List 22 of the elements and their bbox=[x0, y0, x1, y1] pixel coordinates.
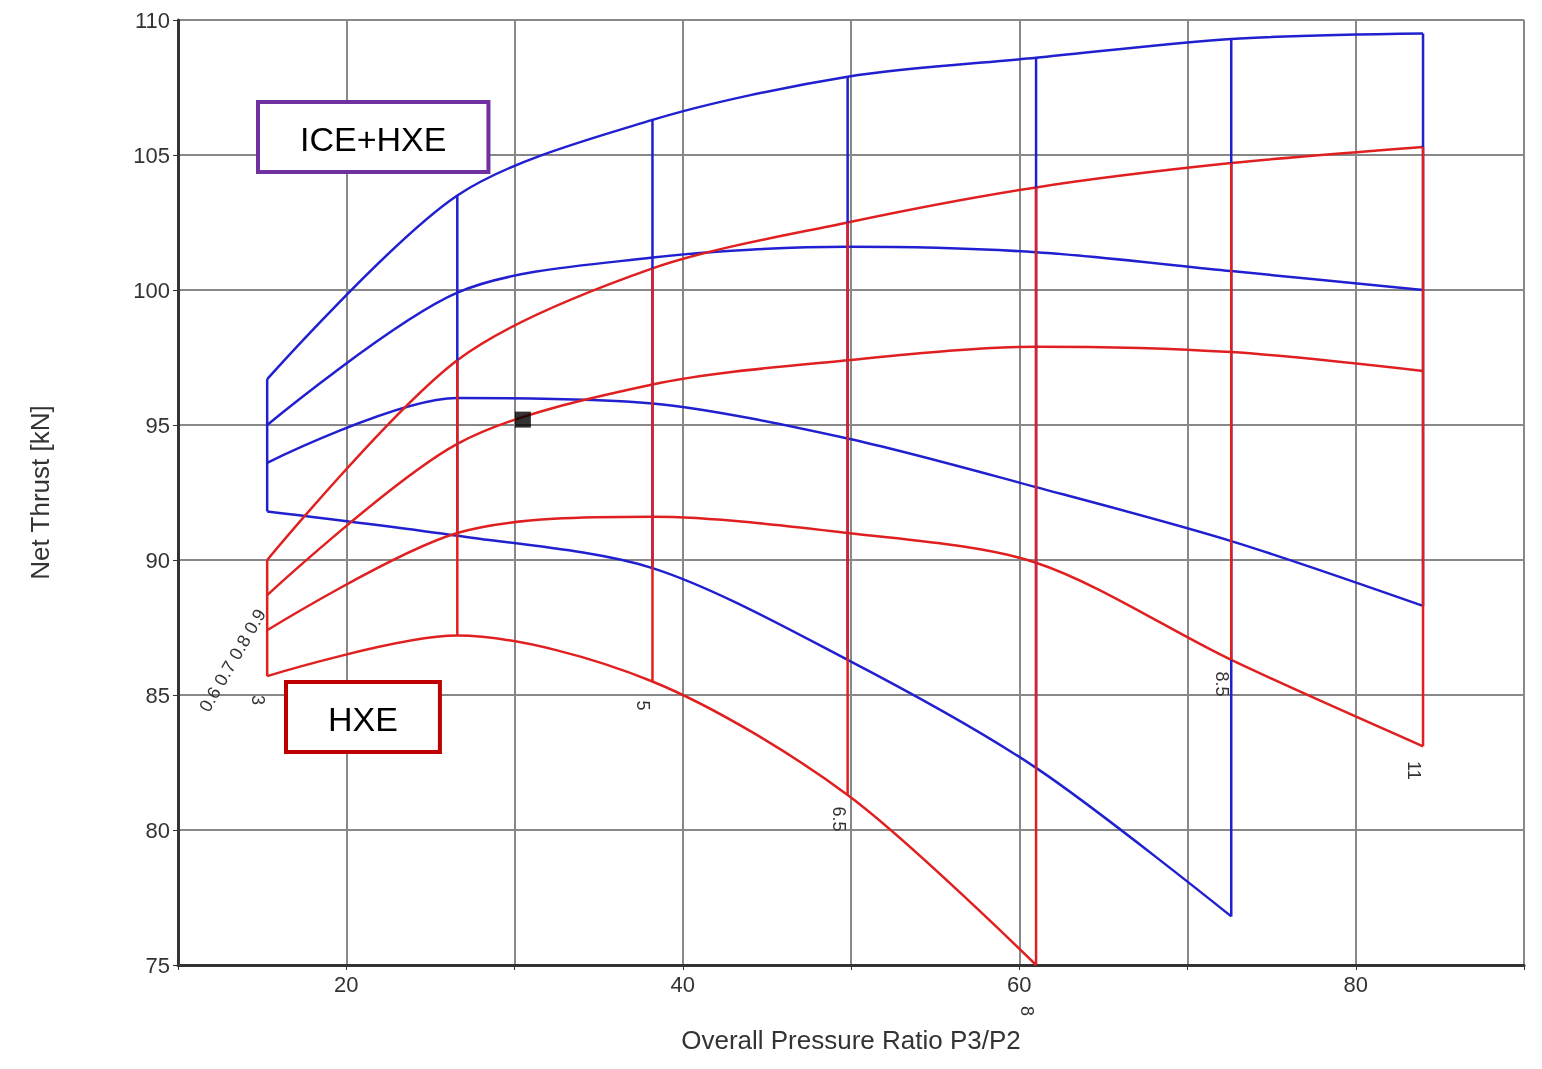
y-tick-label: 95 bbox=[145, 412, 170, 438]
text: 6.5 bbox=[828, 806, 849, 832]
y-tick-label: 85 bbox=[145, 682, 170, 708]
annotation: HXE bbox=[328, 700, 398, 738]
x-tick-label: 20 bbox=[334, 971, 359, 997]
text: 8 bbox=[1017, 1005, 1038, 1017]
x-tick-label: 60 bbox=[1007, 971, 1032, 997]
y-axis-title: Net Thrust [kN] bbox=[25, 405, 55, 580]
y-tick-label: 100 bbox=[133, 277, 170, 303]
text: 11 bbox=[1404, 760, 1425, 780]
y-tick-label: 75 bbox=[145, 952, 170, 978]
y-tick-label: 90 bbox=[145, 547, 170, 573]
x-axis-title: Overall Pressure Ratio P3/P2 bbox=[681, 1025, 1021, 1055]
y-tick-label: 110 bbox=[134, 7, 170, 33]
text: 3 bbox=[248, 695, 269, 706]
text: 8.5 bbox=[1212, 671, 1233, 697]
annotation: ICE+HXE bbox=[300, 120, 447, 158]
y-tick-label: 105 bbox=[133, 142, 170, 168]
text: 5 bbox=[633, 700, 654, 711]
x-tick-label: 80 bbox=[1343, 971, 1368, 997]
x-tick-label: 40 bbox=[670, 971, 695, 997]
y-tick-label: 80 bbox=[145, 817, 170, 843]
